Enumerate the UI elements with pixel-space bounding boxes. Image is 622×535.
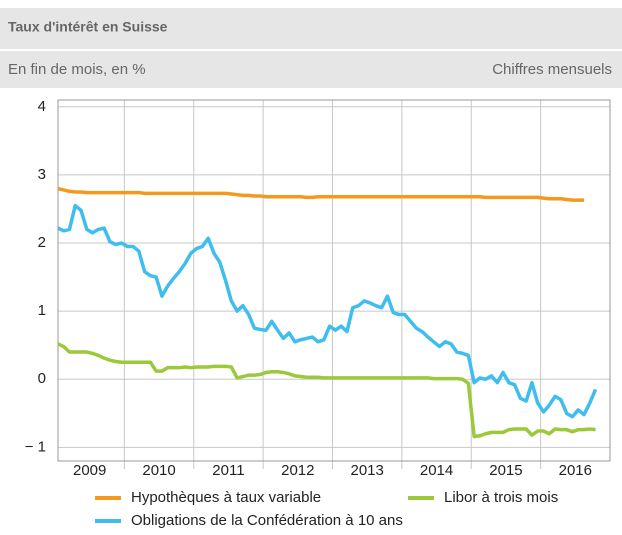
y-tick-label: 2 [38,234,46,251]
legend-label: Libor à trois mois [444,489,558,506]
y-tick-label: 3 [38,166,46,183]
x-tick-label: 2009 [73,462,106,479]
y-tick-label: − 1 [25,438,46,455]
y-tick-label: 1 [38,302,46,319]
x-tick-label: 2010 [142,462,175,479]
x-tick-label: 2016 [559,462,592,479]
y-tick-label: 4 [38,98,46,115]
x-tick-label: 2015 [489,462,522,479]
x-tick-label: 2013 [351,462,384,479]
x-tick-label: 2012 [281,462,314,479]
y-tick-label: 0 [38,370,46,387]
header-background [0,8,622,88]
series-line [57,203,598,419]
plot-border [57,99,611,462]
chart-title: Taux d'intérêt en Suisse [8,19,168,35]
x-tick-label: 2014 [420,462,453,479]
series-line [57,342,596,439]
chart-note: Chiffres mensuels [492,61,612,78]
legend-label: Hypothèques à taux variable [131,489,321,506]
chart-subtitle: En fin de mois, en % [8,61,146,78]
x-tick-label: 2011 [212,462,244,479]
legend-label: Obligations de la Confédération à 10 ans [131,512,403,529]
series-line [57,186,584,202]
